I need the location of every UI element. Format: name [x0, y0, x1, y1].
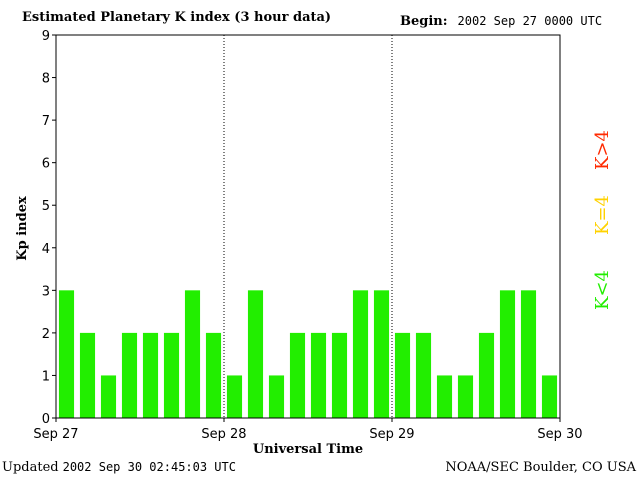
updated-value: 2002 Sep 30 02:45:03 UTC [62, 460, 236, 474]
kp-bar [289, 332, 306, 418]
updated-label: Updated [2, 460, 59, 475]
y-tick-label: 4 [42, 242, 50, 257]
x-tick-label: Sep 28 [201, 427, 246, 442]
y-tick-label: 1 [42, 369, 50, 384]
kp-bar [163, 332, 180, 418]
kp-bar [478, 332, 495, 418]
kp-bar [79, 332, 96, 418]
y-tick-label: 0 [42, 412, 50, 427]
kp-bar [520, 290, 537, 418]
updated-info: Updated 2002 Sep 30 02:45:03 UTC [2, 460, 236, 475]
kp-bar [373, 290, 390, 418]
kp-bar [310, 332, 327, 418]
y-tick-label: 8 [42, 72, 50, 87]
kp-bar [331, 332, 348, 418]
y-axis-title: Kp index [15, 196, 30, 261]
kp-bar [121, 332, 138, 418]
y-tick-label: 9 [42, 29, 50, 44]
x-axis-title: Universal Time [253, 442, 363, 457]
x-tick-label: Sep 30 [537, 427, 582, 442]
kp-bar [499, 290, 516, 418]
kp-bar [142, 332, 159, 418]
kp-bar [436, 375, 453, 418]
kp-bar [205, 332, 222, 418]
kp-bar [352, 290, 369, 418]
kp-bar [226, 375, 243, 418]
chart-title: Estimated Planetary K index (3 hour data… [22, 10, 332, 25]
kp-bar [58, 290, 75, 418]
y-tick-label: 2 [42, 327, 50, 342]
kp-bar [541, 375, 558, 418]
legend-item: K=4 [592, 195, 613, 235]
kp-bar [100, 375, 117, 418]
begin-info: Begin: 2002 Sep 27 0000 UTC [400, 14, 602, 29]
x-tick-label: Sep 27 [33, 427, 78, 442]
kp-bar [457, 375, 474, 418]
legend-item: K<4 [592, 270, 613, 310]
legend-item: K>4 [592, 130, 613, 170]
kp-bar [415, 332, 432, 418]
source-credit: NOAA/SEC Boulder, CO USA [445, 460, 636, 475]
kp-bar [184, 290, 201, 418]
x-tick-label: Sep 29 [369, 427, 414, 442]
y-tick-label: 6 [42, 157, 50, 172]
y-tick-label: 5 [42, 199, 50, 214]
begin-label: Begin: [400, 14, 448, 29]
y-tick-label: 7 [42, 114, 50, 129]
kp-bar [247, 290, 264, 418]
kp-bar [394, 332, 411, 418]
y-tick-label: 3 [42, 284, 50, 299]
plot-frame [55, 34, 561, 419]
kp-bar [268, 375, 285, 418]
begin-value: 2002 Sep 27 0000 UTC [457, 14, 603, 28]
